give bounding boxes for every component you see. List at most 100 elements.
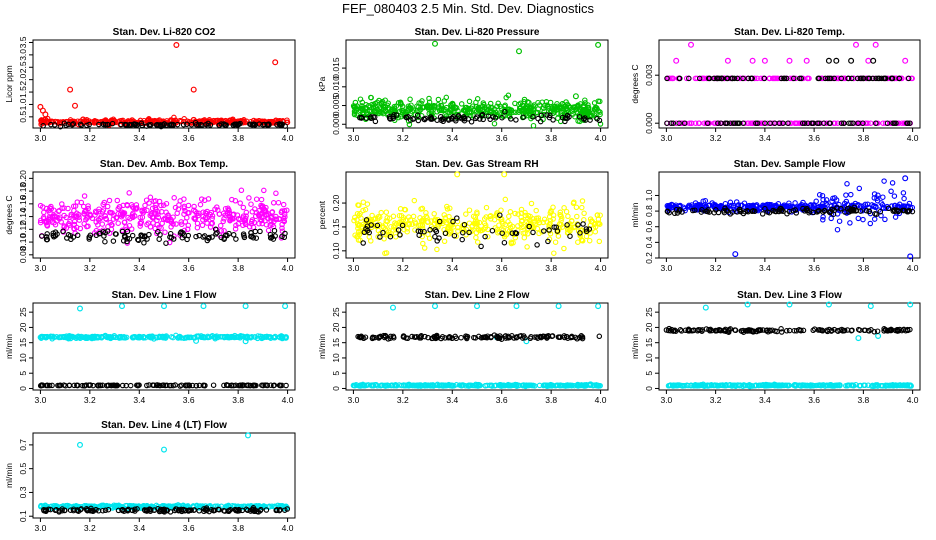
data-point — [206, 234, 212, 241]
data-point — [273, 190, 279, 197]
data-point — [445, 116, 452, 122]
data-point — [217, 222, 224, 229]
y-axis-label: percent — [317, 200, 327, 229]
x-tick-label: 3.8 — [232, 395, 244, 405]
data-point — [527, 335, 534, 342]
data-point — [156, 236, 162, 242]
data-point — [459, 236, 465, 243]
data-point — [664, 120, 670, 126]
y-tick-label: 0.1 — [18, 510, 28, 522]
y-tick-label: 0.16 — [18, 195, 28, 212]
data-point — [759, 211, 766, 217]
data-point — [583, 233, 590, 240]
y-tick-label: 0.3 — [18, 486, 28, 498]
data-point-outlier — [555, 303, 562, 310]
x-tick-label: 3.6 — [808, 395, 820, 405]
data-point — [489, 227, 496, 234]
data-point — [866, 208, 873, 215]
data-point — [878, 200, 884, 206]
data-point — [407, 117, 414, 123]
data-point — [907, 382, 914, 389]
data-point — [216, 211, 223, 217]
data-point — [573, 204, 580, 211]
x-tick-label: 3.2 — [397, 263, 409, 273]
data-point — [200, 217, 206, 223]
data-point — [163, 240, 169, 246]
data-point — [118, 121, 124, 128]
data-point — [536, 230, 542, 237]
data-point — [905, 208, 912, 214]
data-point — [848, 75, 855, 82]
data-point — [703, 75, 710, 82]
data-point — [146, 122, 152, 128]
data-point — [171, 195, 177, 201]
data-point — [727, 199, 734, 206]
y-axis-label: ml/min — [4, 334, 14, 359]
data-point — [677, 327, 684, 333]
data-point-outlier — [595, 303, 602, 310]
data-point — [393, 234, 399, 240]
data-point — [96, 209, 102, 215]
x-tick-label: 4.0 — [907, 263, 919, 273]
data-point — [74, 232, 81, 239]
data-point — [371, 222, 378, 229]
data-point — [151, 507, 158, 513]
data-point — [421, 116, 428, 123]
data-point — [399, 222, 406, 229]
data-point — [44, 236, 51, 243]
data-point — [163, 200, 170, 207]
data-point — [702, 197, 709, 204]
data-point — [110, 334, 117, 340]
data-point — [721, 327, 728, 334]
data-point — [468, 119, 475, 125]
data-point — [178, 382, 185, 388]
data-point — [243, 209, 250, 216]
data-point — [195, 212, 201, 219]
data-point — [751, 75, 758, 82]
data-point — [547, 382, 554, 389]
data-point — [102, 238, 108, 245]
data-point — [758, 75, 764, 82]
y-tick-label: 0 — [331, 386, 341, 391]
data-point — [576, 113, 583, 120]
data-point — [524, 244, 530, 250]
data-point — [791, 382, 797, 389]
data-point — [545, 238, 551, 245]
data-point — [848, 120, 854, 126]
data-point — [104, 203, 111, 210]
data-point — [597, 109, 603, 115]
data-point — [773, 208, 779, 215]
data-point — [405, 103, 412, 109]
data-point — [591, 221, 598, 228]
y-axis-label: ml/min — [4, 463, 14, 488]
data-point — [397, 232, 403, 238]
data-point — [47, 215, 54, 221]
y-tick-label: 0.08 — [18, 246, 28, 263]
data-point — [238, 187, 245, 194]
data-point — [357, 237, 363, 244]
x-tick-label: 3.2 — [397, 395, 409, 405]
data-point — [482, 233, 488, 240]
x-tick-label: 3.4 — [759, 133, 771, 143]
data-point — [422, 333, 428, 340]
data-point — [196, 508, 202, 514]
data-point-outlier — [907, 301, 914, 308]
data-point — [475, 107, 481, 113]
data-point — [730, 202, 737, 209]
data-point — [142, 202, 148, 209]
x-tick-label: 4.0 — [907, 395, 919, 405]
data-point — [372, 118, 379, 125]
data-point — [778, 208, 785, 214]
y-tick-label: 20 — [644, 322, 654, 332]
data-point — [418, 383, 425, 389]
data-point — [266, 503, 273, 509]
data-point — [431, 211, 437, 217]
data-point — [442, 230, 449, 237]
data-point-outlier — [902, 175, 909, 182]
data-point — [388, 230, 395, 237]
data-point — [477, 116, 483, 122]
y-tick-label: 10 — [18, 353, 28, 363]
data-point — [828, 75, 834, 82]
data-point — [400, 217, 407, 223]
data-point — [205, 334, 211, 341]
